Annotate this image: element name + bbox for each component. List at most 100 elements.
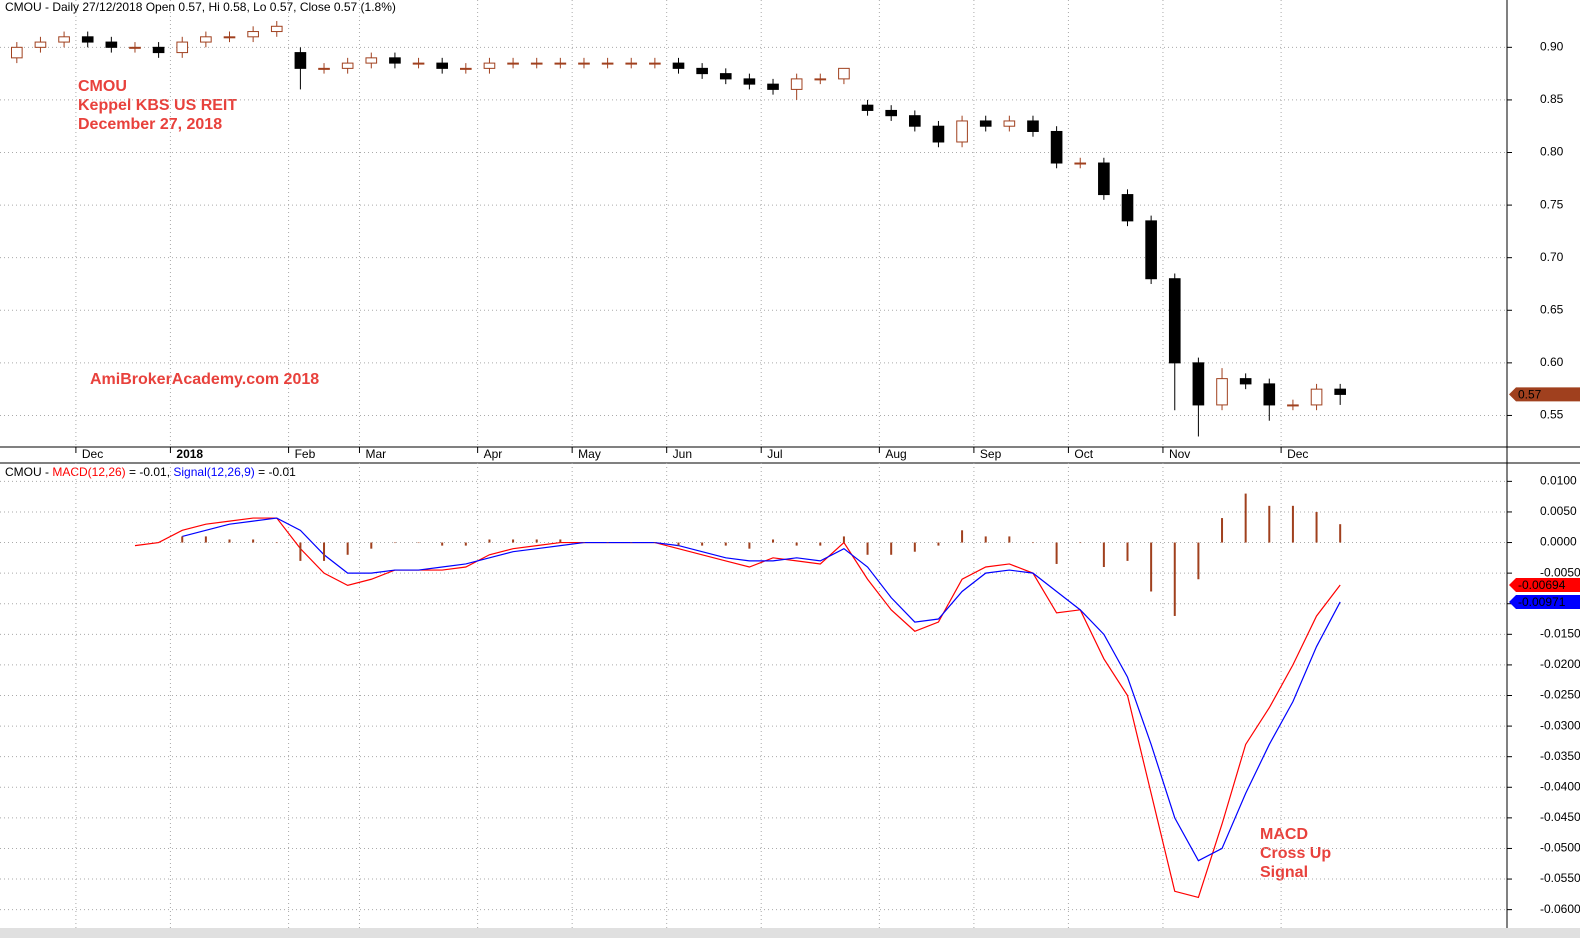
y-tick-label: -0.0200 [1540, 657, 1580, 671]
candle-body [908, 115, 921, 127]
candle-body [530, 62, 543, 65]
x-tick-label: Apr [484, 447, 503, 461]
y-tick-label: 0.90 [1540, 40, 1564, 54]
candle-body [1027, 120, 1039, 132]
x-tick-label: Oct [1074, 447, 1093, 461]
candle-body [790, 78, 803, 90]
chart-title: CMOU - Daily 27/12/2018 Open 0.57, Hi 0.… [5, 0, 396, 14]
candle-body [389, 57, 401, 64]
candle-body [294, 52, 307, 69]
histogram-bar [1031, 542, 1034, 544]
candle-body [459, 67, 472, 70]
candle-body [554, 62, 567, 65]
candle-body [270, 25, 283, 33]
candle-body [767, 83, 779, 90]
candle-body [223, 36, 236, 39]
histogram-bar [701, 542, 704, 546]
histogram-bar [1150, 542, 1153, 592]
candle-body [601, 62, 614, 65]
histogram-bar [819, 542, 822, 546]
candle-body [885, 109, 898, 117]
histogram-bar [1126, 542, 1129, 561]
histogram-bar [1291, 505, 1294, 543]
histogram-bar [346, 542, 349, 555]
y-tick-label: 0.0050 [1540, 504, 1577, 518]
candle-body [365, 57, 378, 64]
histogram-bar [1221, 518, 1224, 543]
histogram-bar [370, 542, 373, 549]
candle-body [1003, 120, 1016, 127]
histogram-bar [441, 542, 444, 546]
value-box: -0.00971 [1509, 594, 1580, 609]
candle-body [743, 78, 756, 85]
histogram-bar [890, 542, 893, 555]
histogram-bar [1244, 493, 1247, 543]
histogram-bar [1315, 511, 1318, 543]
candle-body [1098, 162, 1110, 196]
value-box-bg [1509, 594, 1580, 609]
histogram-bar [1197, 542, 1200, 580]
x-tick-label: Aug [885, 447, 906, 461]
candle-body [483, 62, 496, 69]
sheet-tabs [0, 928, 1580, 938]
histogram-bar [1102, 542, 1105, 568]
candle-body [956, 120, 968, 143]
histogram-bar [417, 542, 420, 544]
candle-body [719, 73, 732, 80]
value-label: -0.00694 [1518, 578, 1566, 592]
histogram-bar [535, 539, 538, 543]
candle-body [625, 62, 638, 65]
x-tick-label: Jun [673, 447, 692, 461]
y-tick-label: 0.55 [1540, 408, 1564, 422]
y-tick-label: -0.0150 [1540, 626, 1580, 640]
candle-body [318, 67, 330, 70]
y-tick-label: 0.60 [1540, 355, 1564, 369]
y-tick-label: -0.0450 [1540, 810, 1580, 824]
x-tick-label: Dec [1287, 447, 1308, 461]
value-label: 0.57 [1518, 388, 1542, 402]
y-tick-label: 0.0000 [1540, 535, 1577, 549]
histogram-bar [772, 539, 775, 543]
candle-body [979, 120, 992, 127]
x-tick-label: Jul [767, 447, 782, 461]
histogram-bar [275, 542, 278, 544]
x-tick-label: May [578, 447, 601, 461]
histogram-bar [464, 542, 467, 546]
candle-body [1334, 388, 1347, 395]
y-tick-label: -0.0400 [1540, 779, 1580, 793]
histogram-bar [937, 542, 940, 546]
candle-body [152, 46, 165, 54]
annotation: CMOU [78, 78, 127, 95]
histogram-bar [1173, 542, 1176, 616]
candle-body [1310, 388, 1323, 406]
annotation: Cross Up [1260, 845, 1331, 862]
candle-body [105, 41, 118, 48]
indicator-title: CMOU - MACD(12,26) = -0.01, Signal(12,26… [5, 465, 296, 479]
candle-body [1074, 162, 1087, 165]
histogram-bar [630, 542, 633, 544]
value-box: -0.00694 [1509, 578, 1580, 592]
histogram-bar [299, 542, 302, 561]
histogram-bar [1079, 542, 1082, 544]
histogram-bar [748, 542, 751, 549]
value-box: 0.57 [1509, 387, 1580, 402]
histogram-bar [582, 542, 585, 544]
x-tick-label: 2018 [176, 447, 203, 461]
candle-body [436, 62, 449, 69]
histogram-bar [866, 542, 869, 555]
x-tick-label: Sep [980, 447, 1002, 461]
annotation: December 27, 2018 [78, 116, 222, 133]
y-tick-label: 0.75 [1540, 197, 1564, 211]
candle-body [34, 41, 47, 48]
y-tick-label: 0.70 [1540, 250, 1564, 264]
histogram-bar [984, 536, 987, 543]
histogram-bar [1008, 536, 1011, 543]
title-part: = -0.01, [126, 465, 174, 479]
candle-body [412, 62, 425, 65]
annotation: MACD [1260, 826, 1308, 843]
histogram-bar [795, 542, 798, 546]
candle-body [247, 31, 259, 38]
candle-body [1263, 383, 1276, 406]
y-tick-label: -0.0050 [1540, 565, 1580, 579]
